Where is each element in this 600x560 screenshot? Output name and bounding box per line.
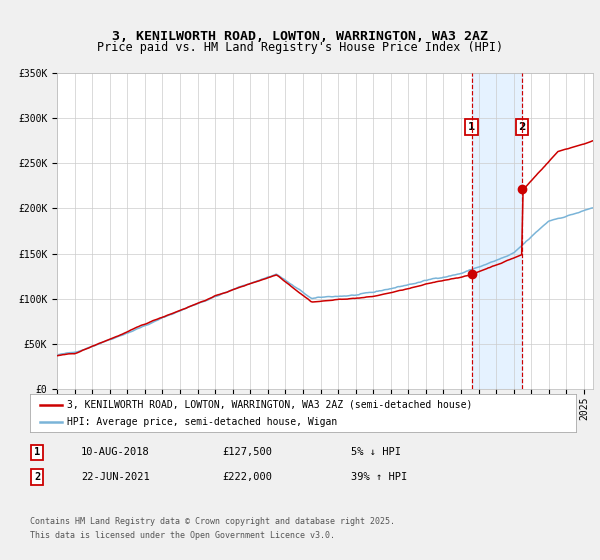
Text: 39% ↑ HPI: 39% ↑ HPI: [351, 472, 407, 482]
Text: 22-JUN-2021: 22-JUN-2021: [81, 472, 150, 482]
Bar: [472, 73, 522, 389]
Text: 2: 2: [518, 122, 526, 132]
Text: 10-AUG-2018: 10-AUG-2018: [81, 447, 150, 458]
Text: 2: 2: [34, 472, 40, 482]
Text: 1: 1: [468, 122, 475, 132]
Text: £127,500: £127,500: [222, 447, 272, 458]
Text: £222,000: £222,000: [222, 472, 272, 482]
Text: 1: 1: [34, 447, 40, 458]
Text: HPI: Average price, semi-detached house, Wigan: HPI: Average price, semi-detached house,…: [67, 417, 337, 427]
Text: Contains HM Land Registry data © Crown copyright and database right 2025.: Contains HM Land Registry data © Crown c…: [30, 517, 395, 526]
Text: 3, KENILWORTH ROAD, LOWTON, WARRINGTON, WA3 2AZ (semi-detached house): 3, KENILWORTH ROAD, LOWTON, WARRINGTON, …: [67, 399, 473, 409]
Text: Price paid vs. HM Land Registry's House Price Index (HPI): Price paid vs. HM Land Registry's House …: [97, 40, 503, 54]
Text: 3, KENILWORTH ROAD, LOWTON, WARRINGTON, WA3 2AZ: 3, KENILWORTH ROAD, LOWTON, WARRINGTON, …: [112, 30, 488, 44]
Text: This data is licensed under the Open Government Licence v3.0.: This data is licensed under the Open Gov…: [30, 531, 335, 540]
Text: 5% ↓ HPI: 5% ↓ HPI: [351, 447, 401, 458]
